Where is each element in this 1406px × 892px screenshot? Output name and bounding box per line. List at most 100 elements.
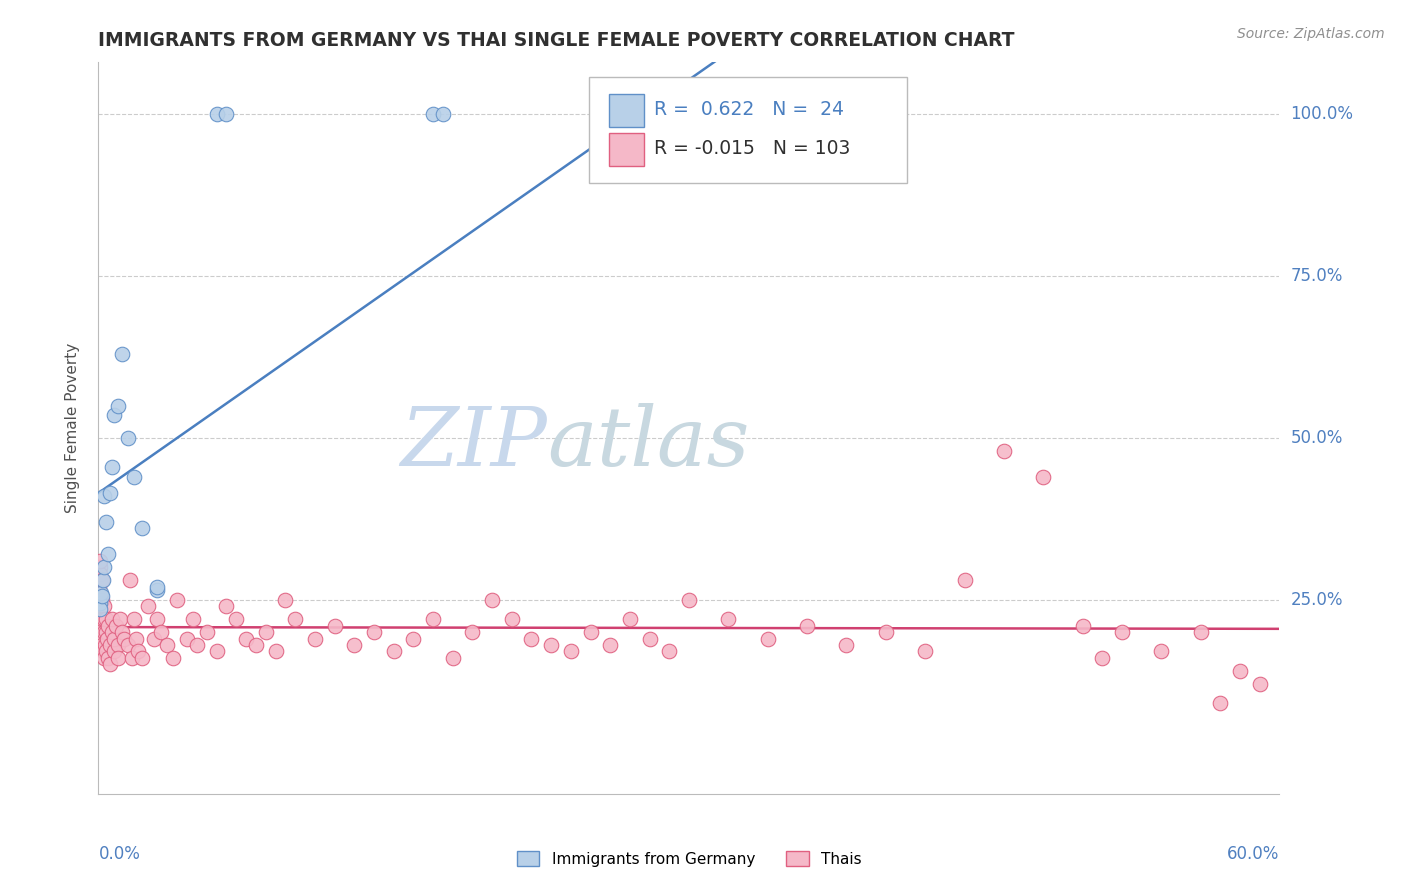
Point xyxy=(91,612,114,626)
Point xyxy=(1249,677,1271,691)
Point xyxy=(89,596,111,610)
Point xyxy=(441,651,464,665)
Point xyxy=(93,651,115,665)
Point xyxy=(91,590,114,604)
Point xyxy=(1032,469,1054,483)
Point xyxy=(118,574,141,588)
Point xyxy=(215,599,238,614)
Point xyxy=(284,612,307,626)
Point xyxy=(150,625,173,640)
Point xyxy=(94,638,117,652)
Point xyxy=(91,574,114,588)
Point xyxy=(245,638,267,652)
Point xyxy=(98,657,121,672)
Point xyxy=(176,632,198,646)
Point xyxy=(91,638,114,652)
Point xyxy=(122,469,145,483)
Point xyxy=(90,625,112,640)
Point xyxy=(156,638,179,652)
Point xyxy=(89,566,111,581)
Point xyxy=(125,632,148,646)
Point xyxy=(162,651,184,665)
Point xyxy=(101,612,124,626)
Point xyxy=(1150,644,1173,658)
Point xyxy=(103,644,125,658)
Point xyxy=(235,632,257,646)
Point xyxy=(96,632,118,646)
Text: Source: ZipAtlas.com: Source: ZipAtlas.com xyxy=(1237,27,1385,41)
Point xyxy=(717,612,740,626)
Point xyxy=(89,602,111,616)
Text: R = -0.015   N = 103: R = -0.015 N = 103 xyxy=(654,139,849,158)
Point xyxy=(225,612,247,626)
Bar xyxy=(609,134,644,166)
Point xyxy=(756,632,779,646)
Point xyxy=(96,612,118,626)
Point xyxy=(111,625,134,640)
FancyBboxPatch shape xyxy=(589,77,907,183)
Point xyxy=(1229,664,1251,678)
Point xyxy=(560,644,582,658)
Text: 25.0%: 25.0% xyxy=(1291,591,1343,608)
Point xyxy=(461,625,484,640)
Point xyxy=(146,612,169,626)
Point xyxy=(89,580,111,594)
Y-axis label: Single Female Poverty: Single Female Poverty xyxy=(65,343,80,513)
Point xyxy=(422,612,444,626)
Point xyxy=(89,586,111,600)
Point xyxy=(835,638,858,652)
Point xyxy=(1091,651,1114,665)
Point xyxy=(96,515,118,529)
Point xyxy=(195,625,218,640)
Text: 100.0%: 100.0% xyxy=(1291,105,1354,123)
Point xyxy=(599,638,621,652)
Point xyxy=(121,651,143,665)
Point xyxy=(264,644,287,658)
Point xyxy=(579,625,602,640)
Point xyxy=(107,638,129,652)
Point xyxy=(678,592,700,607)
Point xyxy=(89,560,111,574)
Point xyxy=(786,107,808,121)
Point xyxy=(343,638,366,652)
Text: R =  0.622   N =  24: R = 0.622 N = 24 xyxy=(654,101,844,120)
Point xyxy=(619,612,641,626)
Point xyxy=(382,644,405,658)
Point xyxy=(422,107,444,121)
Point xyxy=(89,554,111,568)
Point xyxy=(93,560,115,574)
Point xyxy=(127,644,149,658)
Text: 75.0%: 75.0% xyxy=(1291,267,1343,285)
Point xyxy=(93,612,115,626)
Point xyxy=(146,580,169,594)
Point xyxy=(96,644,118,658)
Point xyxy=(136,599,159,614)
Text: ZIP: ZIP xyxy=(401,403,547,483)
Point xyxy=(1189,625,1212,640)
Point xyxy=(96,625,118,640)
Point xyxy=(186,638,208,652)
Point xyxy=(93,599,115,614)
Point xyxy=(105,618,128,632)
Point xyxy=(90,618,112,632)
Text: atlas: atlas xyxy=(547,403,749,483)
Point xyxy=(205,644,228,658)
Point xyxy=(166,592,188,607)
Point xyxy=(796,618,818,632)
Point xyxy=(993,443,1015,458)
Point xyxy=(89,574,111,588)
Point xyxy=(520,632,543,646)
Point xyxy=(323,618,346,632)
Text: IMMIGRANTS FROM GERMANY VS THAI SINGLE FEMALE POVERTY CORRELATION CHART: IMMIGRANTS FROM GERMANY VS THAI SINGLE F… xyxy=(98,30,1015,50)
Point xyxy=(90,586,112,600)
Point xyxy=(103,632,125,646)
Point xyxy=(89,612,111,626)
Point xyxy=(111,347,134,361)
Point xyxy=(402,632,425,646)
Point xyxy=(274,592,297,607)
Point xyxy=(117,431,139,445)
Point xyxy=(432,107,454,121)
Bar xyxy=(609,94,644,127)
Point xyxy=(108,612,131,626)
Point xyxy=(98,638,121,652)
